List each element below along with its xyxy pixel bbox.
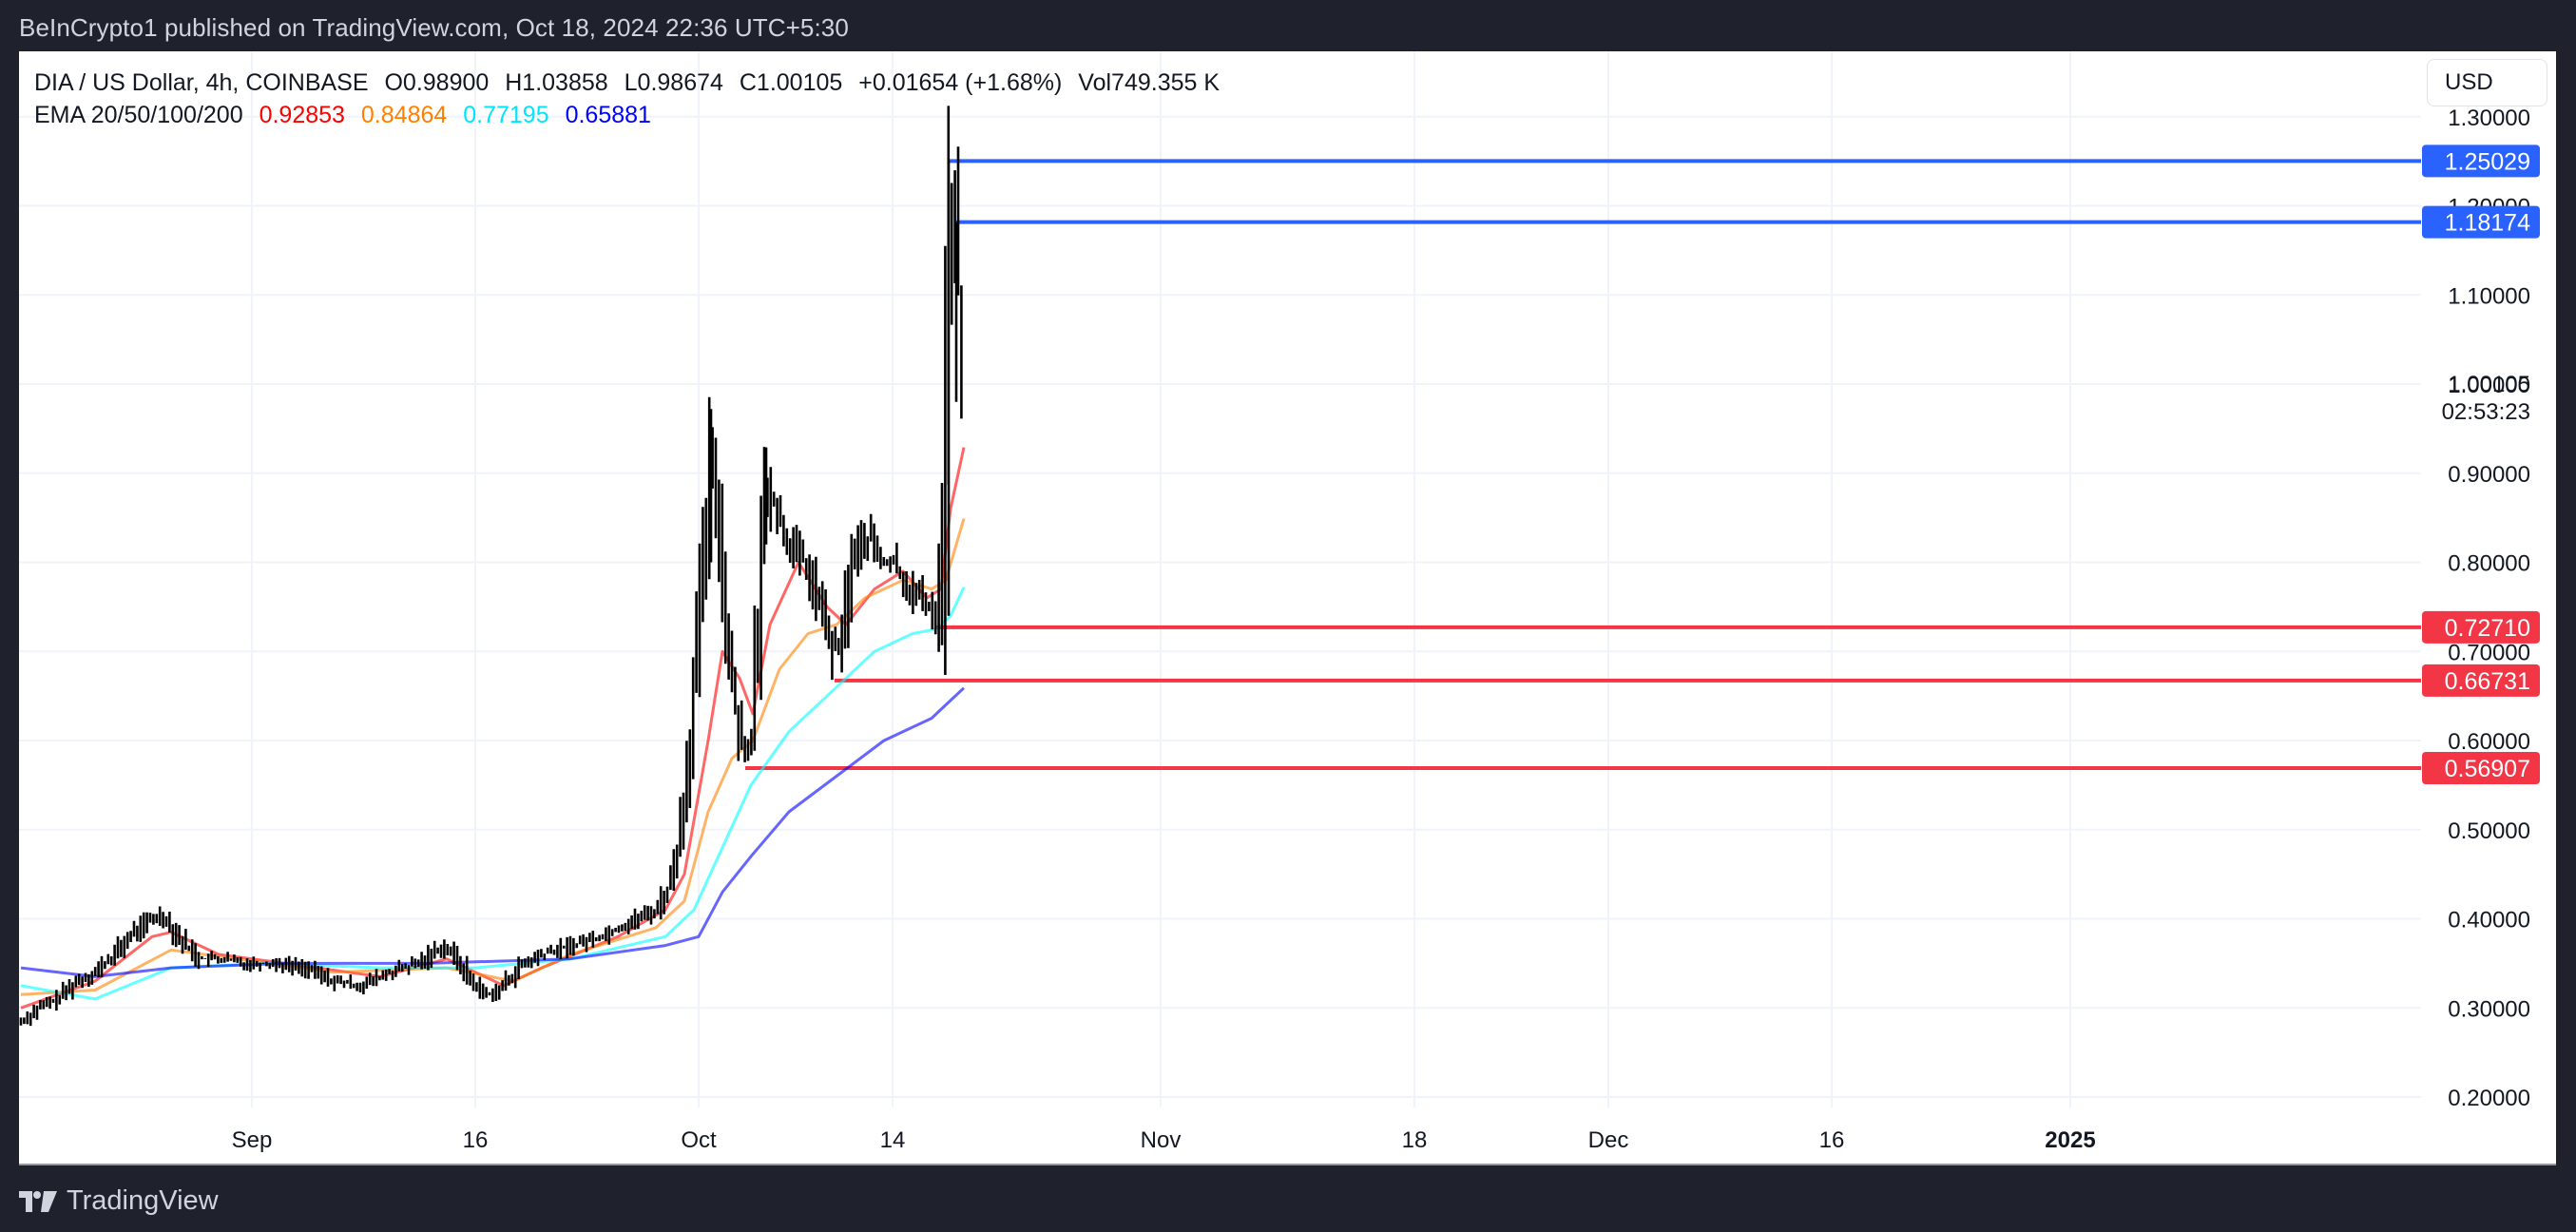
date-tick-label: Dec (1588, 1127, 1629, 1153)
symbol-title[interactable]: DIA / US Dollar, 4h, COINBASE (34, 69, 369, 96)
price-tick-label: 0.90000 (2448, 462, 2530, 488)
date-tick-label: 18 (1402, 1127, 1428, 1153)
price-tick-label: 0.40000 (2448, 908, 2530, 934)
date-tick-label: 16 (1819, 1127, 1845, 1153)
chart-panel[interactable] (19, 51, 2556, 1165)
ema-legend-row: EMA 20/50/100/200 0.92853 0.84864 0.7719… (34, 99, 1229, 131)
high-value: H1.03858 (505, 69, 608, 96)
resistance-price-tag (2422, 205, 2540, 239)
ema20-value: 0.92853 (259, 102, 345, 128)
ema-indicator-title[interactable]: EMA 20/50/100/200 (34, 102, 243, 128)
support-price-tag (2422, 664, 2540, 697)
open-value: O0.98900 (384, 69, 490, 96)
price-tags: 1.25029 1.18174 0.72710 0.66731 0.56907 (2422, 144, 2540, 784)
ema50-value: 0.84864 (360, 102, 448, 128)
price-tick-label: 1.10000 (2448, 283, 2530, 309)
ema200-value: 0.65881 (565, 102, 651, 128)
publisher-attribution: BeInCrypto1 published on TradingView.com… (19, 13, 849, 42)
support-price-tag (2422, 751, 2540, 784)
tradingview-logo[interactable]: TradingView (19, 1185, 219, 1217)
low-value: L0.98674 (624, 69, 723, 96)
price-tick-label: 0.80000 (2448, 551, 2530, 577)
price-tick-label: 0.60000 (2448, 729, 2530, 755)
ema100-value: 0.77195 (463, 102, 549, 128)
resistance-price-tag-label: 1.25029 (2445, 148, 2530, 175)
close-value: C1.00105 (739, 69, 843, 96)
price-tick-label: 0.50000 (2448, 818, 2530, 844)
ohlc-bars (19, 106, 963, 1027)
resistance-price-tag-label: 1.18174 (2445, 210, 2530, 237)
price-bars (19, 106, 963, 1027)
horizontal-levels[interactable] (745, 159, 2421, 770)
chart-grid (19, 51, 2556, 1165)
date-tick-label: Oct (681, 1127, 717, 1153)
price-tick-label: 1.00000 (2448, 373, 2530, 398)
time-axis[interactable]: Sep 16 Oct 14 Nov 18 Dec 16 2025 (232, 1127, 2096, 1153)
chart-legend: DIA / US Dollar, 4h, COINBASE O0.98900 H… (34, 67, 1229, 131)
price-tick-label: 1.30000 (2448, 106, 2530, 131)
price-tick-label: 0.70000 (2448, 640, 2530, 665)
tradingview-brand: TradingView (67, 1185, 219, 1216)
currency-button[interactable]: USD (2427, 59, 2547, 106)
ohlc-legend-row: DIA / US Dollar, 4h, COINBASE O0.98900 H… (34, 67, 1229, 99)
support-price-tag-label: 0.56907 (2445, 756, 2530, 782)
support-price-tag-label: 0.72710 (2445, 615, 2530, 642)
support-price-tag-label: 0.66731 (2445, 668, 2530, 695)
tradingview-logo-icon (19, 1190, 57, 1212)
price-tick-label: 0.30000 (2448, 996, 2530, 1022)
bar-countdown-label: 02:53:23 (2442, 399, 2530, 425)
price-axis[interactable]: 1.300001.200001.100001.000000.900000.800… (2442, 106, 2530, 1111)
resistance-price-tag (2422, 144, 2540, 178)
support-price-tag (2422, 610, 2540, 644)
ema-line-ema100 (20, 587, 966, 1001)
date-tick-label: 2025 (2045, 1127, 2095, 1153)
ema-line-ema200 (20, 686, 966, 978)
date-tick-label: 14 (880, 1127, 906, 1153)
current-price-label: 1.00105 (2448, 372, 2530, 397)
date-tick-label: Sep (232, 1127, 273, 1153)
volume-value: Vol749.355 K (1078, 69, 1221, 96)
price-tick-label: 0.20000 (2448, 1086, 2530, 1111)
date-tick-label: 16 (463, 1127, 489, 1153)
date-tick-label: Nov (1141, 1127, 1182, 1153)
change-value: +0.01654 (+1.68%) (858, 69, 1063, 96)
